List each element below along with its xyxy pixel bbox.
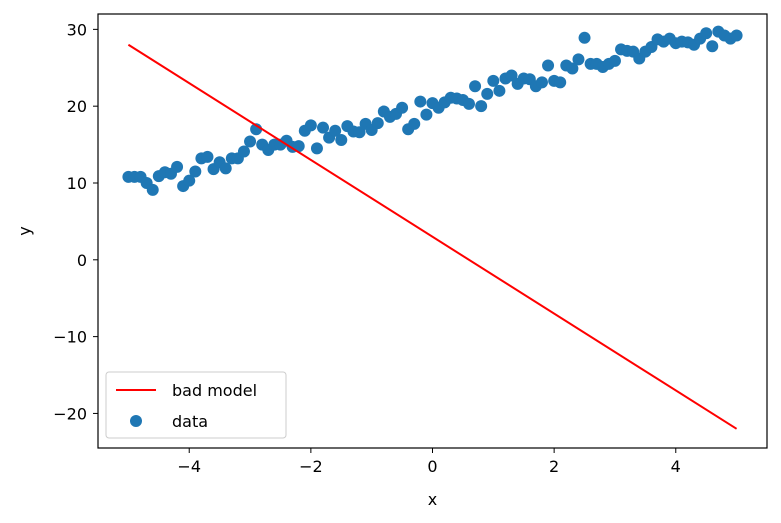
data-point <box>706 40 719 53</box>
y-tick-label: −20 <box>53 404 87 423</box>
data-point <box>146 183 159 196</box>
data-point <box>408 117 421 130</box>
data-point <box>171 160 184 173</box>
data-point <box>396 101 409 114</box>
data-point <box>237 145 250 158</box>
data-point <box>608 54 621 67</box>
legend: bad model data <box>105 371 287 439</box>
data-point <box>469 80 482 93</box>
data-point <box>414 95 427 108</box>
data-point <box>554 76 567 89</box>
data-point <box>462 97 475 110</box>
x-tick-label: −2 <box>299 457 323 476</box>
data-point <box>189 165 202 178</box>
data-point <box>420 108 433 121</box>
x-tick-label: 0 <box>427 457 437 476</box>
data-point <box>730 29 743 42</box>
data-point <box>353 126 366 139</box>
y-tick-label: 0 <box>77 251 87 270</box>
data-point <box>535 76 548 89</box>
legend-point-swatch <box>130 415 142 427</box>
y-tick-label: −10 <box>53 328 87 347</box>
data-point <box>329 124 342 137</box>
y-tick-label: 30 <box>67 20 87 39</box>
legend-label-bad-model: bad model <box>172 381 257 400</box>
y-tick-label: 20 <box>67 97 87 116</box>
y-tick-label: 10 <box>67 174 87 193</box>
plot-content <box>122 25 743 430</box>
data-point <box>317 121 330 134</box>
data-point <box>542 59 555 72</box>
data-point <box>335 133 348 146</box>
data-point <box>481 87 494 100</box>
data-point <box>493 84 506 97</box>
data-point <box>244 135 257 148</box>
x-tick-label: 4 <box>671 457 681 476</box>
data-point <box>572 53 585 66</box>
data-point <box>219 162 232 175</box>
data-point <box>566 62 579 75</box>
x-axis-label: x <box>428 490 437 509</box>
x-tick-label: 2 <box>549 457 559 476</box>
x-axis-ticks: −4 −2 0 2 4 <box>177 448 681 476</box>
y-axis-ticks: −20 −10 0 10 20 30 <box>53 20 98 423</box>
data-point <box>201 150 214 163</box>
data-point <box>292 140 305 153</box>
data-point <box>505 69 518 82</box>
y-axis-label: y <box>15 226 34 235</box>
data-point <box>578 31 591 44</box>
data-point <box>487 74 500 87</box>
data-point <box>304 119 317 132</box>
legend-box <box>105 371 287 439</box>
data-point <box>700 27 713 40</box>
data-point <box>183 174 196 187</box>
bad-model-line <box>127 43 738 430</box>
data-point <box>371 117 384 130</box>
data-point <box>475 100 488 113</box>
data-point <box>310 142 323 155</box>
x-tick-label: −4 <box>177 457 201 476</box>
legend-label-data: data <box>172 412 208 431</box>
plot-frame <box>97 13 768 449</box>
